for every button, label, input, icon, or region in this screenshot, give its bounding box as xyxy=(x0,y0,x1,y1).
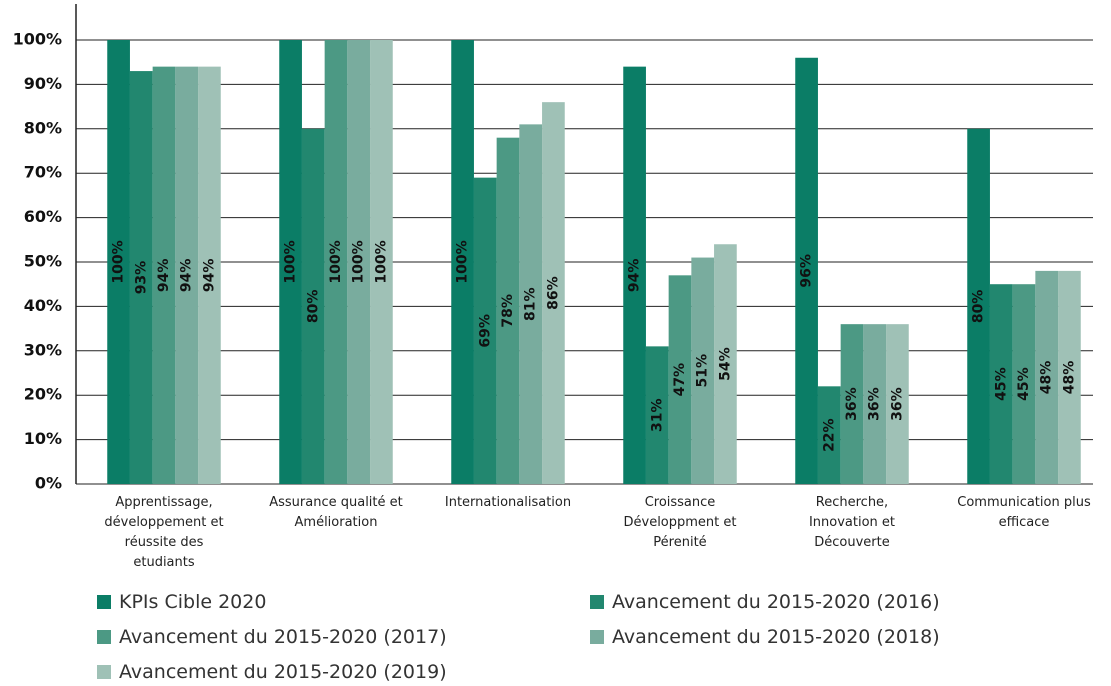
legend-swatch xyxy=(590,630,604,644)
bar xyxy=(519,124,543,485)
value-label: 100% xyxy=(373,240,389,283)
value-label: 51% xyxy=(695,354,711,388)
legend-item: Avancement du 2015-2020 (2019) xyxy=(97,661,447,683)
legend-swatch xyxy=(97,665,111,679)
bar xyxy=(1058,270,1081,484)
bar xyxy=(817,386,841,484)
x-tick-label: Internationalisation xyxy=(444,495,572,510)
value-label: 22% xyxy=(821,418,837,452)
value-label: 100% xyxy=(351,240,367,283)
value-label: 80% xyxy=(305,290,321,324)
bar xyxy=(668,275,692,484)
x-tick-label: Croissance Développment et Pérenité xyxy=(623,495,737,550)
value-label: 36% xyxy=(889,387,905,421)
value-label: 78% xyxy=(500,294,516,328)
y-tick-label: 100% xyxy=(13,30,62,49)
bar xyxy=(691,257,715,484)
legend-item: Avancement du 2015-2020 (2016) xyxy=(590,591,940,613)
legend-swatch xyxy=(590,595,604,609)
value-label: 94% xyxy=(156,259,172,293)
legend-label: Avancement du 2015-2020 (2019) xyxy=(119,661,447,683)
y-tick-label: 30% xyxy=(24,340,62,359)
value-label: 48% xyxy=(1061,361,1077,395)
y-tick-label: 10% xyxy=(24,429,62,448)
bar xyxy=(886,324,909,484)
bar xyxy=(1012,284,1036,484)
value-label: 94% xyxy=(179,259,195,293)
legend-label: Avancement du 2015-2020 (2017) xyxy=(119,626,447,648)
value-label: 54% xyxy=(717,347,733,381)
value-label: 31% xyxy=(649,398,665,432)
value-label: 36% xyxy=(844,387,860,421)
bar xyxy=(1035,270,1059,484)
y-tick-label: 40% xyxy=(24,296,62,315)
bar xyxy=(129,71,153,484)
value-label: 100% xyxy=(328,240,344,283)
bar xyxy=(795,57,818,484)
bar xyxy=(542,102,565,484)
bar xyxy=(324,40,348,484)
y-tick-label: 90% xyxy=(24,74,62,93)
bar xyxy=(645,346,669,484)
legend-swatch xyxy=(97,630,111,644)
x-tick-label: Assurance qualité et Amélioration xyxy=(269,495,403,530)
value-label: 100% xyxy=(455,240,471,283)
bar xyxy=(840,324,864,484)
y-tick-label: 70% xyxy=(24,163,62,182)
y-tick-label: 60% xyxy=(24,207,62,226)
bar xyxy=(152,66,176,484)
value-label: 45% xyxy=(993,367,1009,401)
bar xyxy=(623,66,646,484)
bar xyxy=(496,137,520,484)
y-tick-label: 0% xyxy=(35,474,62,493)
legend-label: KPIs Cible 2020 xyxy=(119,591,267,613)
value-label: 48% xyxy=(1039,361,1055,395)
legend-item: Avancement du 2015-2020 (2018) xyxy=(590,626,940,648)
bar xyxy=(198,66,221,484)
x-tick-label: Apprentissage, développement et réussite… xyxy=(104,495,224,570)
bar xyxy=(347,40,371,484)
value-label: 47% xyxy=(672,363,688,397)
legend-item: Avancement du 2015-2020 (2017) xyxy=(97,626,447,648)
bar xyxy=(370,40,393,484)
bar xyxy=(989,284,1013,484)
bar xyxy=(451,40,474,484)
value-label: 94% xyxy=(201,259,217,293)
y-tick-label: 20% xyxy=(24,385,62,404)
x-tick-label: Recherche, Innovation et Découverte xyxy=(808,495,896,550)
bar xyxy=(175,66,199,484)
legend-item: KPIs Cible 2020 xyxy=(97,591,266,613)
legend-swatch xyxy=(97,595,111,609)
value-label: 100% xyxy=(111,240,127,283)
bar xyxy=(863,324,887,484)
bar xyxy=(279,40,302,484)
value-label: 100% xyxy=(283,240,299,283)
x-tick-label: Communication plus efficace xyxy=(957,495,1091,530)
value-label: 86% xyxy=(545,276,561,310)
value-label: 81% xyxy=(523,287,539,321)
value-label: 69% xyxy=(477,314,493,348)
value-label: 80% xyxy=(971,290,987,324)
legend-label: Avancement du 2015-2020 (2016) xyxy=(612,591,940,613)
value-label: 45% xyxy=(1016,367,1032,401)
bar xyxy=(301,128,325,485)
bar xyxy=(967,128,990,485)
value-label: 94% xyxy=(627,259,643,293)
value-label: 96% xyxy=(799,254,815,288)
bar xyxy=(473,177,497,484)
y-tick-label: 50% xyxy=(24,252,62,271)
legend-label: Avancement du 2015-2020 (2018) xyxy=(612,626,940,648)
value-label: 36% xyxy=(867,387,883,421)
bar xyxy=(714,244,737,484)
value-label: 93% xyxy=(133,261,149,295)
bar xyxy=(107,40,130,484)
y-tick-label: 80% xyxy=(24,118,62,137)
